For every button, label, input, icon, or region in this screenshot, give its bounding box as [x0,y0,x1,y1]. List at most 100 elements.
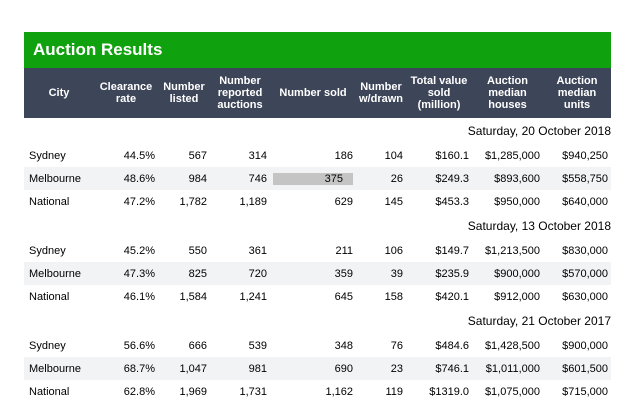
table-row: Melbourne 47.3% 825 720 359 39 $235.9 $900,000 $… [24,262,611,285]
cell-median-units: $640,000 [543,190,611,213]
cell-reported-auctions: 981 [210,357,270,380]
cell-median-houses: $1,285,000 [472,144,543,167]
cell-median-units: $715,000 [543,380,611,403]
cell-reported-auctions: 1,189 [210,190,270,213]
cell-number-withdrawn: 23 [356,357,406,380]
cell-median-houses: $1,213,500 [472,239,543,262]
cell-median-houses: $893,600 [472,167,543,190]
table-row: Sydney 45.2% 550 361 211 106 $149.7 $1,213,500 $… [24,239,611,262]
cell-city: Sydney [24,334,94,357]
header-row: City Clearance rate Number listed Number… [24,68,611,118]
cell-median-units: $940,250 [543,144,611,167]
cell-number-sold: 375 [270,167,356,190]
cell-city: National [24,190,94,213]
section-date: Saturday, 13 October 2018 [356,213,611,239]
cell-median-houses: $1,428,500 [472,334,543,357]
table-row: National 47.2% 1,782 1,189 629 145 $453.3 $950,… [24,190,611,213]
cell-total-value-sold: $746.1 [406,357,472,380]
cell-median-units: $570,000 [543,262,611,285]
cell-city: Melbourne [24,167,94,190]
cell-reported-auctions: 1,241 [210,285,270,308]
cell-number-listed: 567 [158,144,210,167]
table-row: National 62.8% 1,969 1,731 1,162 119 $1319.0 $1… [24,380,611,403]
cell-city: Melbourne [24,262,94,285]
cell-number-sold: 348 [270,334,356,357]
cell-number-sold: 359 [270,262,356,285]
section-label: Last week [24,213,356,239]
cell-number-withdrawn: 39 [356,262,406,285]
cell-number-withdrawn: 106 [356,239,406,262]
table-row: Melbourne 48.6% 984 746 375 26 $249.3 $893,600 $… [24,167,611,190]
cell-number-listed: 1,782 [158,190,210,213]
cell-total-value-sold: $149.7 [406,239,472,262]
cell-number-listed: 1,969 [158,380,210,403]
highlighted-value: 375 [273,172,353,185]
cell-city: National [24,380,94,403]
cell-median-houses: $900,000 [472,262,543,285]
cell-median-units: $900,000 [543,334,611,357]
col-header-median-units: Auction median units [543,68,611,118]
cell-median-houses: $1,075,000 [472,380,543,403]
cell-reported-auctions: 539 [210,334,270,357]
section-header: Same week last year Saturday, 21 October … [24,308,611,334]
cell-total-value-sold: $453.3 [406,190,472,213]
col-header-clearance-rate: Clearance rate [94,68,158,118]
section-label: This week [24,118,356,144]
section-date: Saturday, 21 October 2017 [356,308,611,334]
cell-number-withdrawn: 119 [356,380,406,403]
cell-city: Sydney [24,239,94,262]
cell-clearance-rate: 45.2% [94,239,158,262]
cell-median-units: $601,500 [543,357,611,380]
cell-total-value-sold: $484.6 [406,334,472,357]
col-header-total-value-sold: Total value sold (million) [406,68,472,118]
auction-results-table: City Clearance rate Number listed Number… [24,68,611,403]
cell-number-withdrawn: 145 [356,190,406,213]
section-label: Same week last year [24,308,356,334]
cell-clearance-rate: 46.1% [94,285,158,308]
cell-median-houses: $1,011,000 [472,357,543,380]
cell-total-value-sold: $160.1 [406,144,472,167]
cell-number-withdrawn: 26 [356,167,406,190]
cell-clearance-rate: 62.8% [94,380,158,403]
cell-number-withdrawn: 158 [356,285,406,308]
col-header-number-withdrawn: Number w/drawn [356,68,406,118]
cell-total-value-sold: $235.9 [406,262,472,285]
cell-number-withdrawn: 104 [356,144,406,167]
results-body: This week Saturday, 20 October 2018 Sydney… [24,118,611,403]
cell-number-listed: 550 [158,239,210,262]
cell-reported-auctions: 746 [210,167,270,190]
section-date: Saturday, 20 October 2018 [356,118,611,144]
auction-results-panel: Auction Results City Clearance rate Numb… [24,32,611,403]
cell-median-units: $558,750 [543,167,611,190]
section-header: This week Saturday, 20 October 2018 [24,118,611,144]
cell-reported-auctions: 1,731 [210,380,270,403]
cell-reported-auctions: 720 [210,262,270,285]
col-header-city: City [24,68,94,118]
cell-city: Sydney [24,144,94,167]
table-row: Sydney 56.6% 666 539 348 76 $484.6 $1,428,500 $9… [24,334,611,357]
table-row: Melbourne 68.7% 1,047 981 690 23 $746.1 $1,011,… [24,357,611,380]
cell-clearance-rate: 56.6% [94,334,158,357]
cell-number-sold: 645 [270,285,356,308]
cell-number-sold: 211 [270,239,356,262]
section-header: Last week Saturday, 13 October 2018 [24,213,611,239]
cell-clearance-rate: 47.2% [94,190,158,213]
cell-clearance-rate: 68.7% [94,357,158,380]
cell-number-listed: 666 [158,334,210,357]
cell-reported-auctions: 314 [210,144,270,167]
cell-clearance-rate: 48.6% [94,167,158,190]
cell-number-listed: 984 [158,167,210,190]
cell-number-listed: 825 [158,262,210,285]
cell-total-value-sold: $249.3 [406,167,472,190]
cell-median-houses: $912,000 [472,285,543,308]
cell-number-sold: 186 [270,144,356,167]
panel-title: Auction Results [24,32,611,68]
cell-median-houses: $950,000 [472,190,543,213]
cell-clearance-rate: 44.5% [94,144,158,167]
cell-number-withdrawn: 76 [356,334,406,357]
cell-number-listed: 1,047 [158,357,210,380]
cell-total-value-sold: $420.1 [406,285,472,308]
cell-number-sold: 629 [270,190,356,213]
cell-reported-auctions: 361 [210,239,270,262]
cell-clearance-rate: 47.3% [94,262,158,285]
